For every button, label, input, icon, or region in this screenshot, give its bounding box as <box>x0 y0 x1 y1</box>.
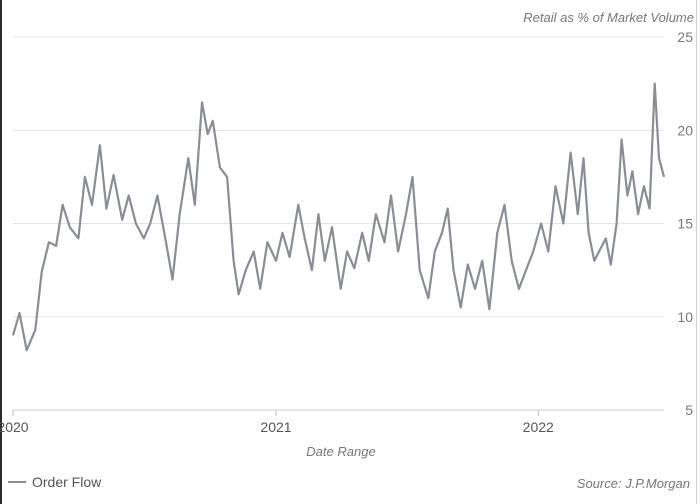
y-tick-label: 10 <box>677 309 693 325</box>
legend-label: Order Flow <box>32 474 102 490</box>
source-note: Source: J.P.Morgan <box>576 476 690 491</box>
legend[interactable]: Order Flow <box>8 474 101 490</box>
x-tick-label: 2022 <box>523 419 554 435</box>
series-line-order-flow <box>11 82 666 352</box>
legend-swatch <box>8 481 26 483</box>
x-tick-label: 2021 <box>260 419 291 435</box>
y-tick-label: 5 <box>685 402 693 418</box>
y-tick-label: 25 <box>677 29 693 45</box>
x-axis-label: Date Range <box>306 444 376 459</box>
series-layer <box>11 82 666 352</box>
chart-subtitle: Retail as % of Market Volume <box>523 10 694 25</box>
y-tick-label: 20 <box>677 122 693 138</box>
y-axis-ticks: 5 10 15 20 25 <box>677 29 693 418</box>
y-tick-label: 15 <box>677 216 693 232</box>
gridlines <box>13 36 664 411</box>
x-tick-label: 2020 <box>0 419 29 435</box>
x-axis: 2020 2021 2022 <box>0 409 664 435</box>
